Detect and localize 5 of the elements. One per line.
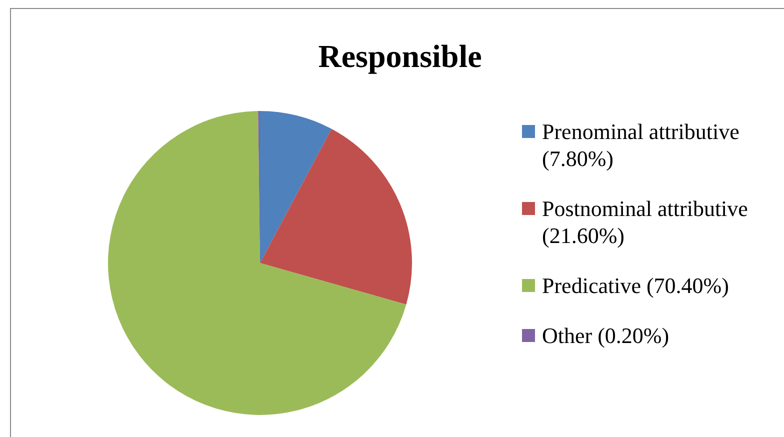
legend-label: Prenominal attributive (7.80%) xyxy=(542,118,740,172)
chart-title: Responsible xyxy=(317,38,483,75)
legend-label: Predicative (70.40%) xyxy=(542,272,729,299)
legend-label: Other (0.20%) xyxy=(542,322,670,349)
legend-label: Postnominal attributive (21.60%) xyxy=(542,195,749,249)
